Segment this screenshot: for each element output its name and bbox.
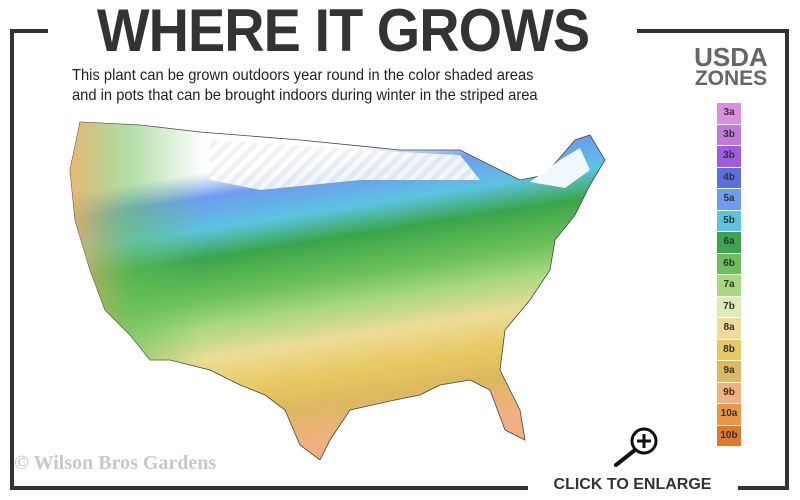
copyright-watermark: © Wilson Bros Gardens [14,452,217,474]
legend-zone-8b: 8b [717,339,741,360]
legend-zone-9b: 9b [717,382,741,403]
legend-zone-10b: 10b [717,425,741,446]
legend-zone-7a: 7a [717,275,741,296]
usda-zone-map[interactable] [60,110,620,460]
legend-zone-7b: 7b [717,296,741,317]
legend-zone-5a: 5a [717,189,741,210]
subtitle: This plant can be grown outdoors year ro… [72,66,587,106]
subtitle-line-2: and in pots that can be brought indoors … [72,87,538,104]
legend-zone-4b: 4b [717,167,741,188]
frame-top-left [10,29,48,33]
legend-zone-6b: 6b [717,253,741,274]
page-title: WHERE IT GROWS [96,0,590,64]
legend-zone-8a: 8a [717,318,741,339]
click-to-enlarge-button[interactable]: CLICK TO ENLARGE [553,476,712,493]
frame-bottom-right [738,486,789,490]
legend-zone-3a: 3a [717,103,741,124]
legend-zone-10a: 10a [717,404,741,425]
legend-zone-5b: 5b [717,210,741,231]
frame-top-right [637,29,789,33]
contiguous-us-shape [69,121,606,460]
frame-right [785,29,789,490]
frame-left [10,29,14,490]
legend-title: USDA ZONES [694,42,768,90]
legend-zone-6a: 6a [717,232,741,253]
striped-area [210,140,480,190]
zoom-in-magnifier-icon[interactable] [610,425,666,467]
legend-zone-9a: 9a [717,361,741,382]
subtitle-line-1: This plant can be grown outdoors year ro… [72,67,534,84]
legend-zone-3b: 3b [717,146,741,167]
legend-zone-3b: 3b [717,124,741,145]
usda-zone-legend: 3a 3b 3b 4b 5a 5b 6a 6b 7a 7b 8a 8b 9a 9b 10a 10b [717,103,741,447]
frame-bottom-left [10,486,528,490]
